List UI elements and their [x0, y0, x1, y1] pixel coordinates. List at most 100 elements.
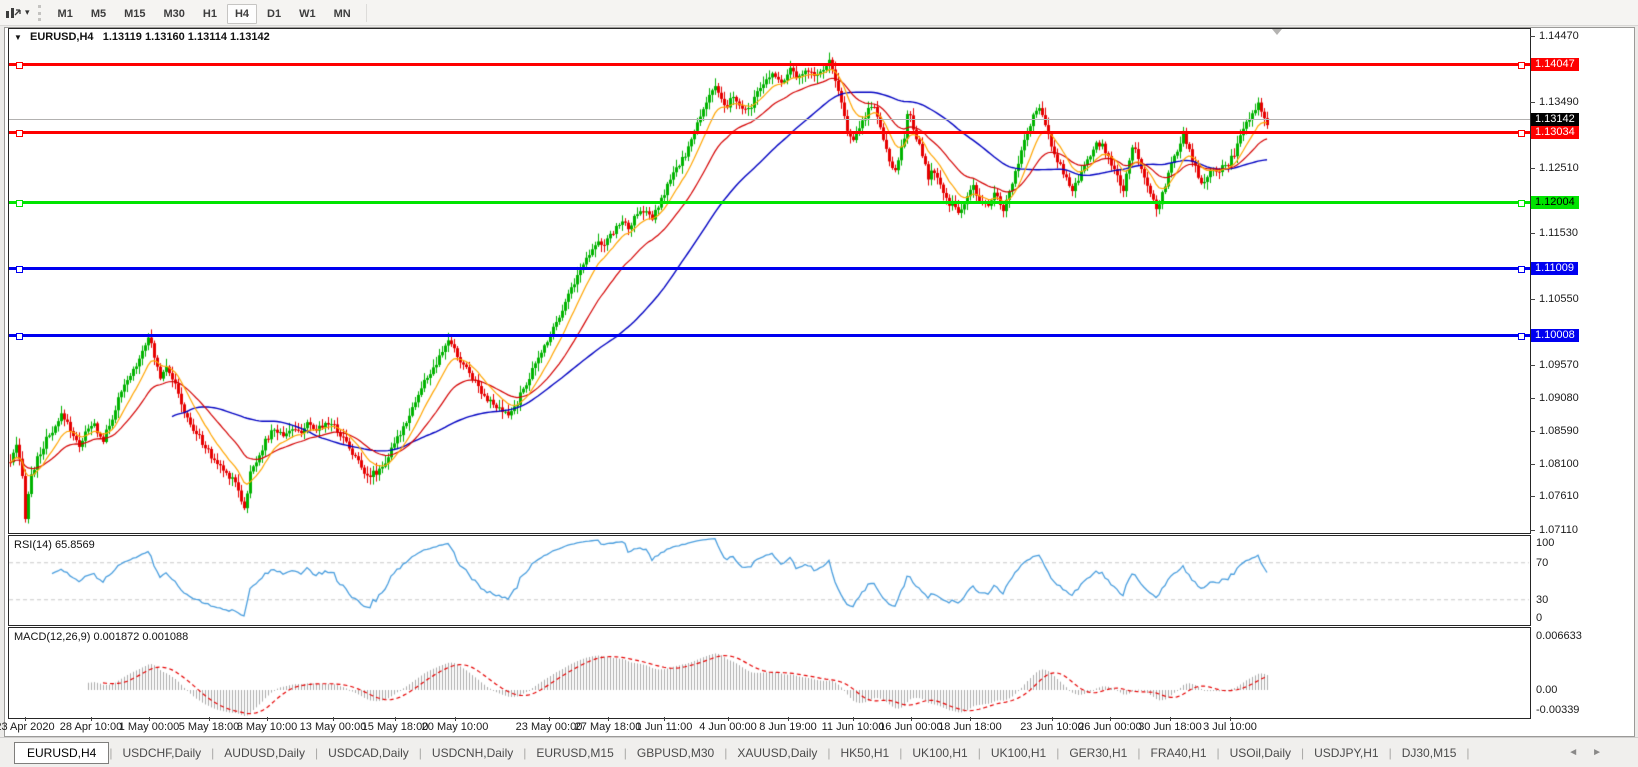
- y-axis-tick-label: 1.08590: [1539, 425, 1579, 437]
- tab-separator: |: [623, 745, 627, 760]
- timeframe-button-h4[interactable]: H4: [226, 3, 258, 24]
- macd-axis-label: 0.00: [1536, 684, 1558, 696]
- rsi-axis-label: 70: [1536, 556, 1549, 569]
- chart-tab-audusd-daily[interactable]: AUDUSD,Daily: [224, 745, 305, 760]
- chart-tab-usoil-daily[interactable]: USOil,Daily: [1229, 745, 1291, 760]
- support-line[interactable]: [9, 201, 1530, 204]
- tab-separator: |: [724, 745, 728, 760]
- support-line[interactable]: [9, 334, 1530, 337]
- tab-separator: |: [211, 745, 215, 760]
- line-handle[interactable]: [1518, 333, 1525, 340]
- date-tick-mark: [664, 717, 665, 721]
- timeframe-button-mn[interactable]: MN: [333, 7, 351, 20]
- date-tick-mark: [455, 717, 456, 721]
- chart-tab-usdjpy-h1[interactable]: USDJPY,H1: [1314, 745, 1379, 760]
- y-axis-tick-mark: [1530, 398, 1535, 399]
- chart-tab-uk100-h1[interactable]: UK100,H1: [912, 745, 968, 760]
- date-tick-mark: [1170, 717, 1171, 721]
- line-handle[interactable]: [16, 62, 23, 69]
- date-tick-mark: [25, 717, 26, 721]
- chart-tab-uk100-h1[interactable]: UK100,H1: [990, 745, 1047, 760]
- date-tick-label: 8 May 10:00: [236, 721, 298, 733]
- tab-separator: |: [314, 745, 319, 760]
- date-tick-label: 28 Apr 10:00: [59, 721, 123, 733]
- chart-tab-gbpusd-m30[interactable]: GBPUSD,M30: [636, 745, 715, 760]
- y-axis-tick-mark: [1530, 431, 1535, 432]
- chart-tab-hk50-h1[interactable]: HK50,H1: [840, 745, 890, 760]
- chart-ohlc-values: 1.13119 1.13160 1.13114 1.13142: [102, 31, 270, 43]
- current-price-badge: 1.13142: [1531, 113, 1579, 126]
- line-handle[interactable]: [16, 333, 23, 340]
- chart-tab-fra40-h1[interactable]: FRA40,H1: [1150, 745, 1207, 760]
- macd-axis-label: 0.006633: [1536, 630, 1582, 643]
- chart-tab-xauusd-daily[interactable]: XAUUSD,Daily: [737, 745, 818, 760]
- tab-separator: |: [977, 745, 981, 760]
- date-tick-label: 3 Jul 10:00: [1203, 721, 1257, 733]
- date-tick-label: 26 Jun 00:00: [1078, 721, 1142, 733]
- price-level-badge: 1.12004: [1531, 196, 1579, 209]
- y-axis-tick-mark: [1530, 464, 1535, 465]
- collapse-arrow-icon[interactable]: ▼: [14, 33, 22, 42]
- rsi-pane[interactable]: [8, 535, 1531, 626]
- chart-tab-eurusd-h4[interactable]: EURUSD,H4: [14, 741, 110, 764]
- date-tick-mark: [395, 717, 396, 721]
- chart-type-caret-icon[interactable]: ▾: [25, 7, 30, 17]
- line-handle[interactable]: [1518, 266, 1525, 273]
- chart-tab-eurusd-m15[interactable]: EURUSD,M15: [536, 745, 614, 760]
- chart-type-icon[interactable]: [3, 5, 23, 21]
- y-axis-tick-mark: [1530, 36, 1535, 37]
- line-handle[interactable]: [16, 130, 23, 137]
- date-tick-label: 1 May 00:00: [118, 721, 180, 733]
- y-axis-tick-label: 1.10550: [1539, 293, 1579, 305]
- timeframe-button-m1[interactable]: M1: [57, 7, 73, 20]
- resistance-line[interactable]: [9, 63, 1530, 66]
- tab-separator: |: [827, 745, 831, 760]
- date-tick-mark: [1052, 717, 1053, 721]
- chart-tab-usdcnh-daily[interactable]: USDCNH,Daily: [431, 745, 514, 760]
- timeframe-button-m5[interactable]: M5: [90, 7, 107, 20]
- chart-title: ▼ EURUSD,H4 1.13119 1.13160 1.13114 1.13…: [14, 31, 270, 43]
- y-axis-tick-label: 1.07610: [1539, 490, 1579, 502]
- line-handle[interactable]: [1518, 200, 1525, 207]
- chart-tab-usdchf-daily[interactable]: USDCHF,Daily: [122, 745, 202, 760]
- date-tick-label: 23 May 00:00: [515, 721, 583, 733]
- y-axis-tick-mark: [1530, 233, 1535, 234]
- date-tick-mark: [333, 717, 334, 721]
- line-handle[interactable]: [1518, 130, 1525, 137]
- tab-separator: |: [523, 745, 527, 760]
- timeframe-button-m30[interactable]: M30: [163, 7, 185, 20]
- tab-separator: |: [1388, 745, 1392, 760]
- line-handle[interactable]: [1518, 62, 1525, 69]
- tab-separator: |: [1466, 745, 1470, 760]
- price-level-badge: 1.11009: [1531, 262, 1578, 275]
- date-tick-mark: [91, 717, 92, 721]
- resistance-line[interactable]: [9, 131, 1530, 134]
- tab-separator: |: [418, 745, 422, 760]
- toolbar-grip: [37, 4, 41, 21]
- date-tick-label: 13 May 00:00: [299, 721, 367, 733]
- price-pane[interactable]: [8, 28, 1531, 534]
- date-tick-label: 23 Apr 2020: [0, 721, 55, 733]
- macd-pane[interactable]: [8, 627, 1531, 719]
- y-axis-tick-mark: [1530, 530, 1535, 531]
- timeframe-button-w1[interactable]: W1: [299, 7, 316, 20]
- line-handle[interactable]: [16, 266, 23, 273]
- date-tick-label: 1 Jun 11:00: [635, 721, 693, 733]
- date-tick-label: 8 Jun 19:00: [759, 721, 817, 733]
- timeframe-button-d1[interactable]: D1: [267, 7, 282, 20]
- price-level-badge: 1.14047: [1531, 58, 1579, 71]
- timeframe-button-m15[interactable]: M15: [124, 7, 146, 20]
- timeframe-button-h1[interactable]: H1: [202, 7, 217, 20]
- support-line[interactable]: [9, 267, 1530, 270]
- chart-tab-usdcad-daily[interactable]: USDCAD,Daily: [328, 745, 409, 760]
- chart-tab-dj30-m15[interactable]: DJ30,M15: [1401, 745, 1457, 760]
- y-axis-tick-mark: [1530, 496, 1535, 497]
- date-tick-label: 23 Jun 10:00: [1020, 721, 1084, 733]
- chart-tab-ger30-h1[interactable]: GER30,H1: [1069, 745, 1128, 760]
- line-handle[interactable]: [16, 200, 23, 207]
- y-axis-tick-label: 1.13490: [1539, 96, 1579, 108]
- toolbar: ▾ M1 M5 M15 M30 H1 H4 D1 W1 MN: [0, 0, 1638, 26]
- tab-scroll-arrows[interactable]: ◄►: [1568, 747, 1616, 758]
